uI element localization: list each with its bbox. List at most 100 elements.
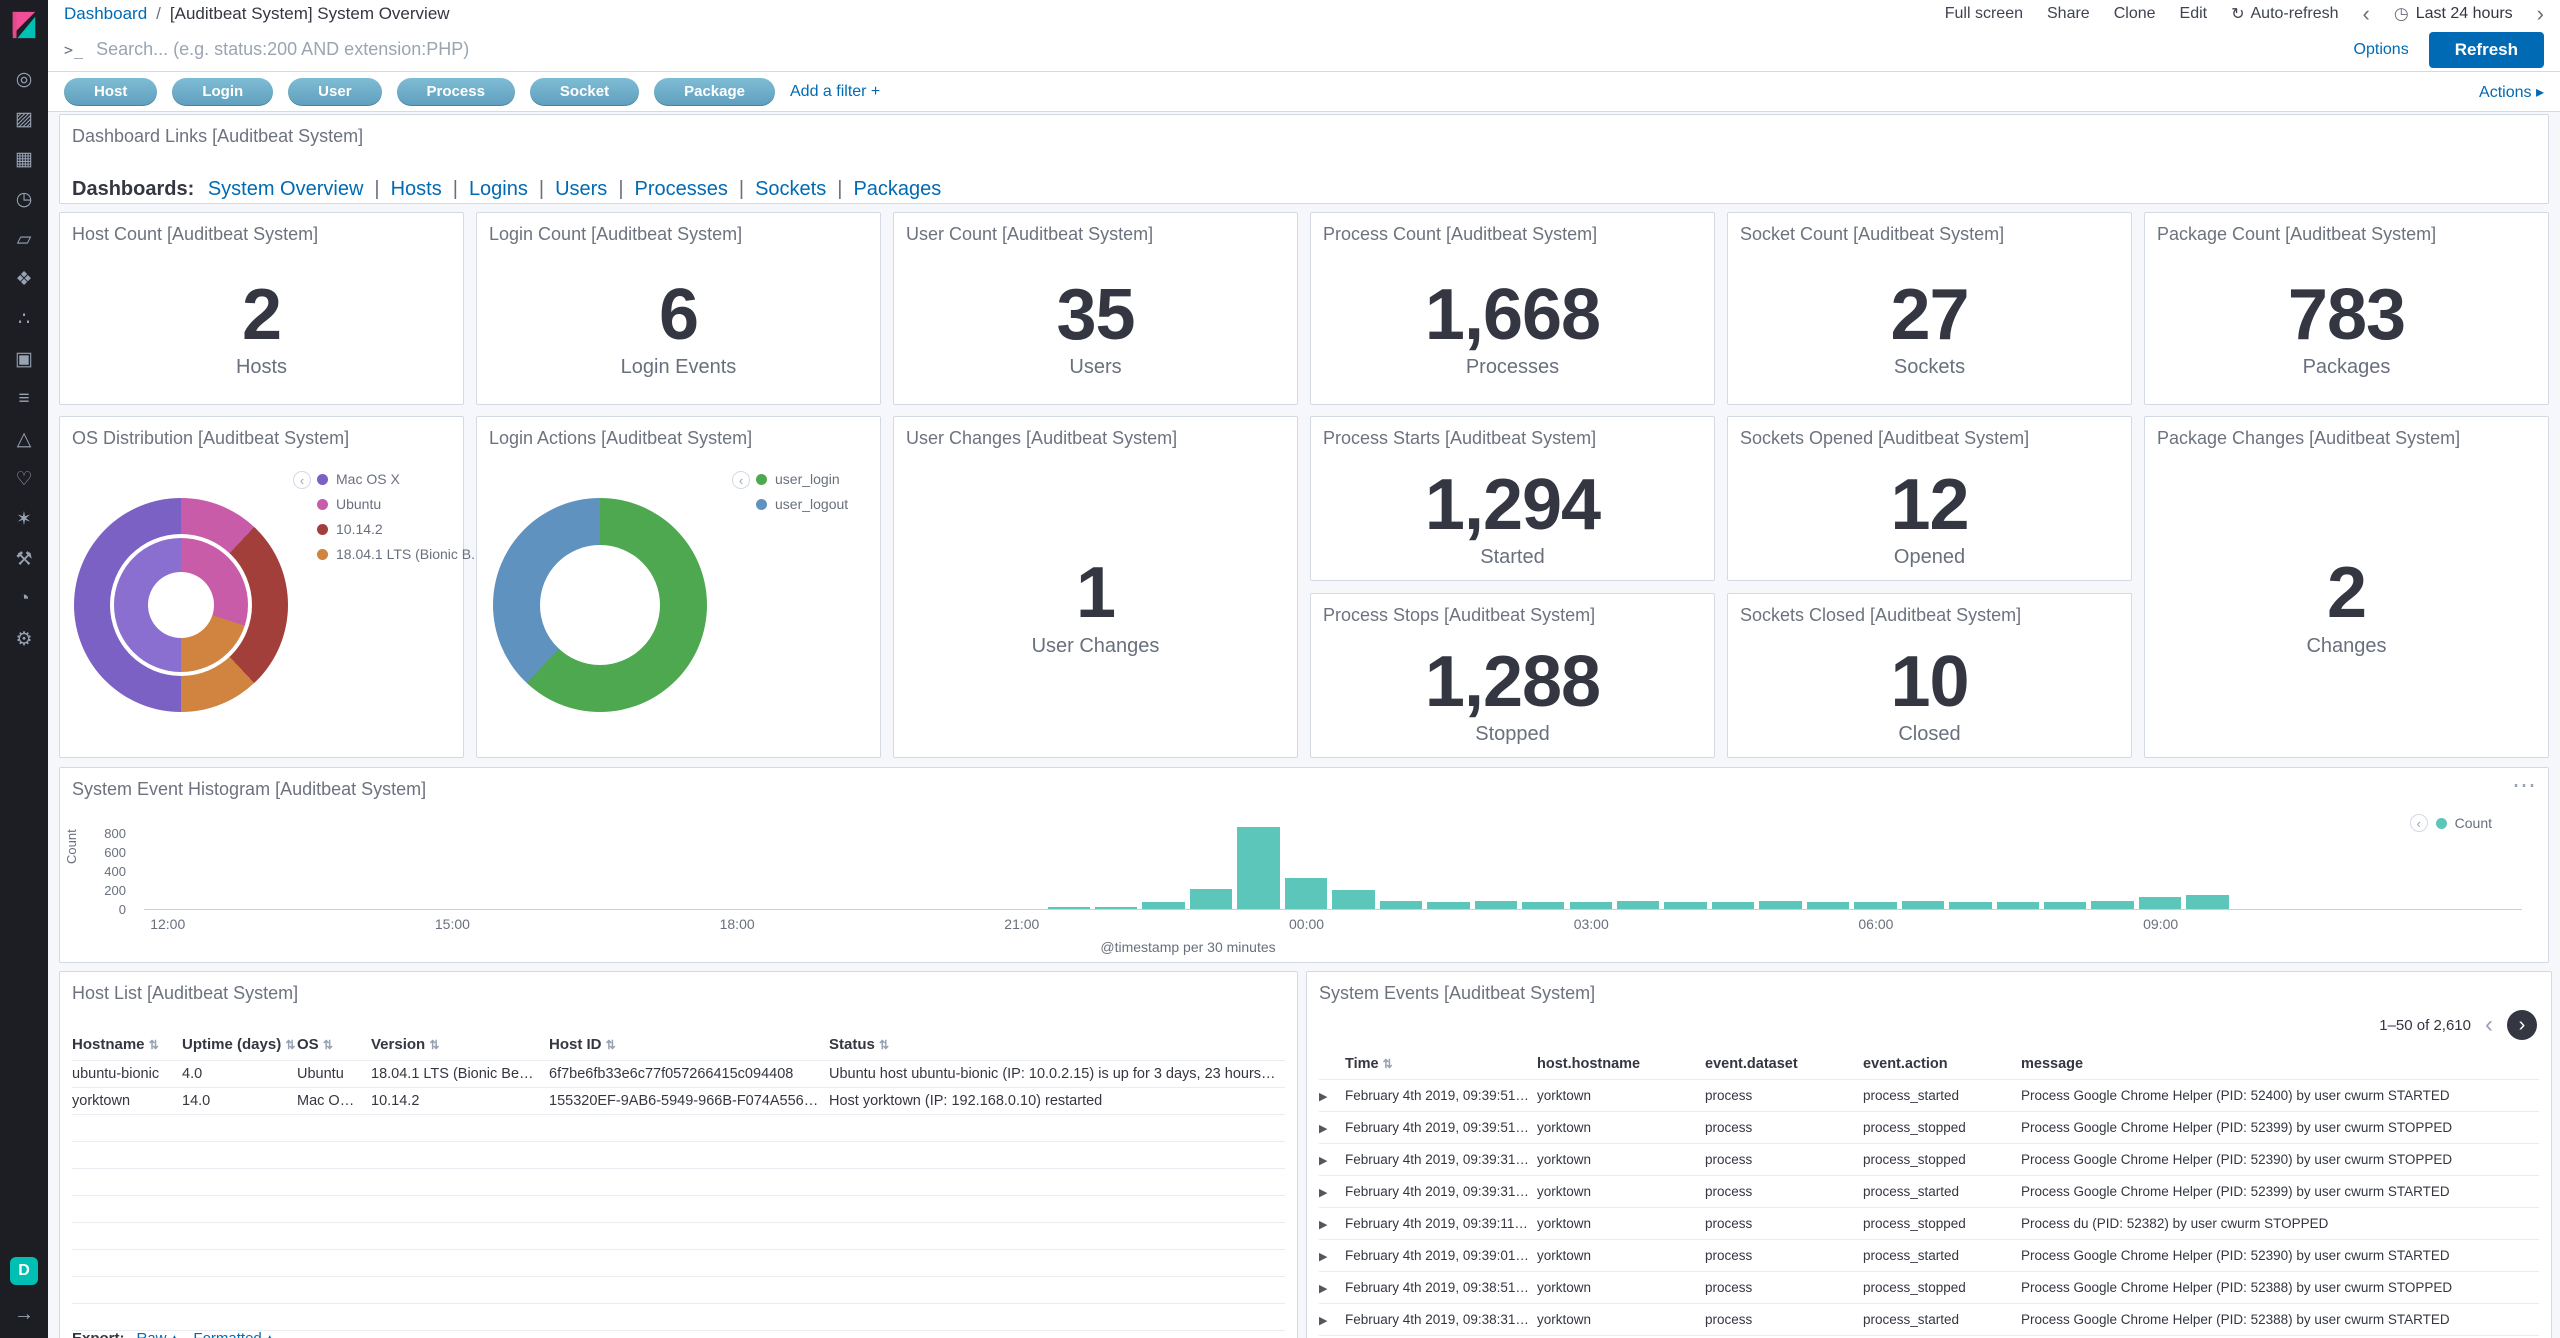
host-row[interactable]: yorktown 14.0 Mac OS X 10.14.2 155320EF-9AB6… [72,1087,1285,1115]
monitoring-icon[interactable]: ◔ [18,588,30,609]
dashboard-icon[interactable]: ▦ [15,148,33,170]
legend-collapse-icon[interactable]: ‹ [293,471,311,489]
histogram-bar[interactable] [1284,877,1328,909]
filter-pill-user[interactable]: User [288,77,382,106]
time-back-button[interactable]: ‹ [2362,1,2370,26]
legend-item[interactable]: Ubuntu [317,496,451,512]
search-input[interactable] [96,39,2354,60]
machine-learning-icon[interactable]: ∴ [17,308,31,330]
histogram-bar[interactable] [2044,901,2087,909]
time-picker[interactable]: ◷ Last 24 hours [2394,4,2513,24]
host-column-header[interactable]: Uptime (days) ⇅ [182,1029,297,1061]
auto-refresh-button[interactable]: ↻ Auto-refresh [2231,4,2338,24]
host-column-header[interactable]: OS ⇅ [297,1029,371,1061]
dashboard-link-sockets[interactable]: Sockets [755,178,827,200]
dev-tools-icon[interactable]: ⚒ [15,548,33,570]
host-column-header[interactable]: Host ID ⇅ [549,1029,829,1061]
histogram-bar[interactable] [1664,901,1707,909]
histogram-bar[interactable] [2091,901,2134,909]
dashboard-link-users[interactable]: Users [555,178,608,200]
histogram-bar[interactable] [1569,902,1612,909]
host-column-header[interactable]: Hostname ⇅ [72,1029,182,1061]
dashboard-link-processes[interactable]: Processes [634,178,728,200]
events-column-header[interactable]: event.dataset [1705,1049,1863,1080]
filter-pill-package[interactable]: Package [654,77,775,106]
os-distribution-donut[interactable] [74,498,288,712]
breadcrumb-root[interactable]: Dashboard [64,4,148,23]
expand-row-icon[interactable]: ▶ [1319,1123,1328,1135]
events-column-header[interactable]: Time ⇅ [1345,1049,1537,1080]
logs-icon[interactable]: ≡ [18,388,30,409]
maps-icon[interactable]: ❖ [15,268,33,290]
menu-share[interactable]: Share [2047,5,2090,22]
histogram-bar[interactable] [1711,902,1755,909]
discover-icon[interactable]: ◎ [15,68,33,90]
apm-icon[interactable]: △ [16,428,32,450]
histogram-bar[interactable] [1854,902,1897,909]
histogram-bar[interactable] [1474,900,1518,909]
histogram-bar[interactable] [1237,827,1280,909]
legend-collapse-icon[interactable]: ‹ [732,471,750,489]
histogram-bar[interactable] [1189,889,1233,909]
timelion-icon[interactable]: ◷ [15,188,33,210]
time-forward-button[interactable]: › [2536,1,2544,26]
histogram-bar[interactable] [1522,901,1565,909]
filter-pill-process[interactable]: Process [396,77,515,106]
legend-item[interactable]: Mac OS X [317,471,451,487]
host-column-header[interactable]: Version ⇅ [371,1029,549,1061]
space-badge[interactable]: D [10,1257,38,1285]
visualize-icon[interactable]: ▨ [15,108,33,130]
filter-pill-host[interactable]: Host [64,77,158,106]
export-raw-link[interactable]: Raw ▲ [137,1330,180,1338]
histogram-bar[interactable] [1142,902,1185,909]
expand-row-icon[interactable]: ▶ [1319,1219,1328,1231]
histogram-bar[interactable] [1616,901,1660,909]
histogram-bar[interactable] [1901,901,1945,909]
events-column-header[interactable]: event.action [1863,1049,2021,1080]
histogram-bar[interactable] [1427,902,1470,909]
events-column-header[interactable]: message [2021,1049,2539,1080]
expand-row-icon[interactable]: ▶ [1319,1251,1328,1263]
dashboard-link-logins[interactable]: Logins [468,178,528,200]
add-filter-button[interactable]: Add a filter + [790,82,881,100]
dashboard-link-packages[interactable]: Packages [853,178,942,200]
expand-row-icon[interactable]: ▶ [1319,1155,1328,1167]
canvas-icon[interactable]: ▱ [16,228,32,250]
histogram-bar[interactable] [1379,901,1423,909]
host-row[interactable]: ubuntu-bionic 4.0 Ubuntu 18.04.1 LTS (Bioni… [72,1060,1285,1088]
management-icon[interactable]: ⚙ [15,628,33,650]
histogram-bar[interactable] [1047,907,1090,909]
refresh-button[interactable]: Refresh [2428,31,2544,68]
panel-options-icon[interactable]: ⋯ [2512,772,2536,799]
legend-label[interactable]: Count [2454,815,2492,831]
host-column-header[interactable]: Status ⇅ [829,1029,1285,1061]
histogram-bar[interactable] [2186,895,2229,909]
legend-item[interactable]: user_login [756,471,868,487]
histogram-bar[interactable] [1332,890,1375,909]
histogram-bar[interactable] [1806,901,1850,909]
infrastructure-icon[interactable]: ▣ [15,348,33,370]
options-link[interactable]: Options [2353,40,2409,58]
menu-full-screen[interactable]: Full screen [1944,5,2023,22]
histogram-bar[interactable] [2138,896,2182,909]
uptime-icon[interactable]: ♡ [15,468,33,490]
legend-collapse-icon[interactable]: ‹ [2409,814,2428,832]
histogram-bar[interactable] [1949,901,1992,909]
login-actions-donut[interactable] [493,498,707,712]
dashboard-link-hosts[interactable]: Hosts [390,178,442,200]
filter-pill-login[interactable]: Login [172,77,274,106]
menu-edit[interactable]: Edit [2179,5,2208,22]
expand-row-icon[interactable]: ▶ [1319,1091,1328,1103]
expand-row-icon[interactable]: ▶ [1319,1283,1328,1295]
events-column-header[interactable]: host.hostname [1537,1049,1705,1080]
histogram-bar[interactable] [1759,901,1802,909]
histogram-bar[interactable] [1996,902,2039,909]
export-formatted-link[interactable]: Formatted ▲ [193,1330,274,1338]
histogram-bar[interactable] [1095,906,1138,909]
filter-pill-socket[interactable]: Socket [529,77,640,106]
dashboard-link-system-overview[interactable]: System Overview [207,178,364,200]
actions-menu[interactable]: Actions ▸ [2479,82,2544,102]
graph-icon[interactable]: ✶ [16,508,32,530]
legend-item[interactable]: 10.14.2 [317,521,451,537]
expand-row-icon[interactable]: ▶ [1319,1187,1328,1199]
